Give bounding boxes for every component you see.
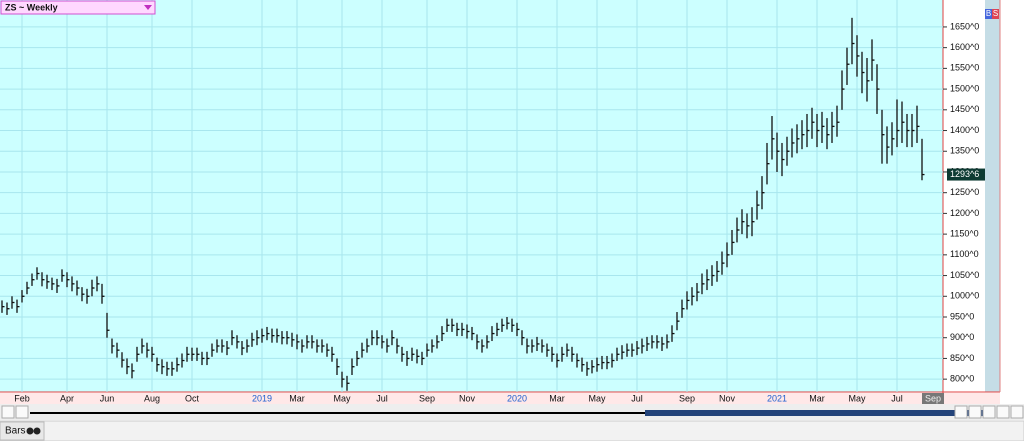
y-tick-label: 1250^0: [950, 187, 979, 197]
x-tick-label: Sep: [419, 393, 435, 403]
y-tick-label: 1500^0: [950, 83, 979, 93]
x-tick-label: Jul: [631, 393, 643, 403]
y-tick-label: 1000^0: [950, 291, 979, 301]
y-tick-label: 1150^0: [950, 228, 979, 238]
y-tick-label: 1100^0: [950, 249, 979, 259]
symbol-selector[interactable]: [0, 0, 156, 15]
x-tick-label: 2020: [507, 393, 527, 403]
price-axis: [943, 0, 985, 392]
y-tick-label: 800^0: [950, 374, 974, 384]
sell-label: S: [993, 9, 998, 18]
current-period-box: [922, 393, 944, 404]
x-tick-label: Feb: [14, 393, 30, 403]
zoom-button[interactable]: [996, 405, 1010, 419]
buy-label: B: [986, 9, 991, 18]
x-tick-label: 2019: [252, 393, 272, 403]
dropdown-arrow: [144, 5, 152, 10]
last-price-tag: [947, 168, 985, 181]
scroll-thumb[interactable]: [645, 410, 995, 416]
status-bar: [0, 420, 1024, 442]
scroll-first[interactable]: [1, 405, 15, 419]
x-tick-label: Nov: [719, 393, 736, 403]
y-tick-label: 1450^0: [950, 104, 979, 114]
last-price-label: 1293^6: [950, 169, 979, 179]
x-tick-label: Mar: [549, 393, 565, 403]
symbol-label: ZS ~ Weekly: [5, 2, 58, 12]
y-tick-label: 1200^0: [950, 208, 979, 218]
x-tick-label: Sep: [679, 393, 695, 403]
zoom-button[interactable]: [968, 405, 982, 419]
y-tick-label: 1650^0: [950, 21, 979, 31]
x-tick-label: May: [333, 393, 351, 403]
x-tick-label: Jul: [891, 393, 903, 403]
x-tick-label: Jul: [376, 393, 388, 403]
x-tick-label: Apr: [60, 393, 74, 403]
y-tick-label: 1350^0: [950, 146, 979, 156]
x-tick-label: Oct: [185, 393, 200, 403]
sell-button[interactable]: [992, 9, 999, 19]
x-tick-label: Mar: [809, 393, 825, 403]
x-tick-label: Jun: [100, 393, 115, 403]
y-tick-label: 1400^0: [950, 125, 979, 135]
right-strip: [985, 0, 1000, 392]
time-axis: [0, 393, 1000, 404]
y-tick-label: 850^0: [950, 353, 974, 363]
plot-area: [0, 0, 943, 392]
study-tab[interactable]: [0, 421, 45, 441]
y-tick-label: 900^0: [950, 332, 974, 342]
y-tick-label: 1550^0: [950, 63, 979, 73]
status-icon: [26, 427, 34, 435]
status-icon: [33, 427, 41, 435]
scroll-left[interactable]: [15, 405, 29, 419]
x-tick-label: Aug: [144, 393, 160, 403]
zoom-button[interactable]: [1010, 405, 1024, 419]
x-tick-label: May: [848, 393, 866, 403]
zoom-button[interactable]: [954, 405, 968, 419]
y-tick-label: 1050^0: [950, 270, 979, 280]
x-tick-label: Nov: [459, 393, 476, 403]
buy-button[interactable]: [985, 9, 992, 19]
x-tick-label: Mar: [289, 393, 305, 403]
x-tick-label: May: [588, 393, 606, 403]
y-tick-label: 950^0: [950, 311, 974, 321]
y-tick-label: 1600^0: [950, 42, 979, 52]
zoom-button[interactable]: [982, 405, 996, 419]
current-period-label: Sep: [925, 393, 941, 403]
x-tick-label: 2021: [767, 393, 787, 403]
status-label: Bars: [5, 426, 26, 437]
